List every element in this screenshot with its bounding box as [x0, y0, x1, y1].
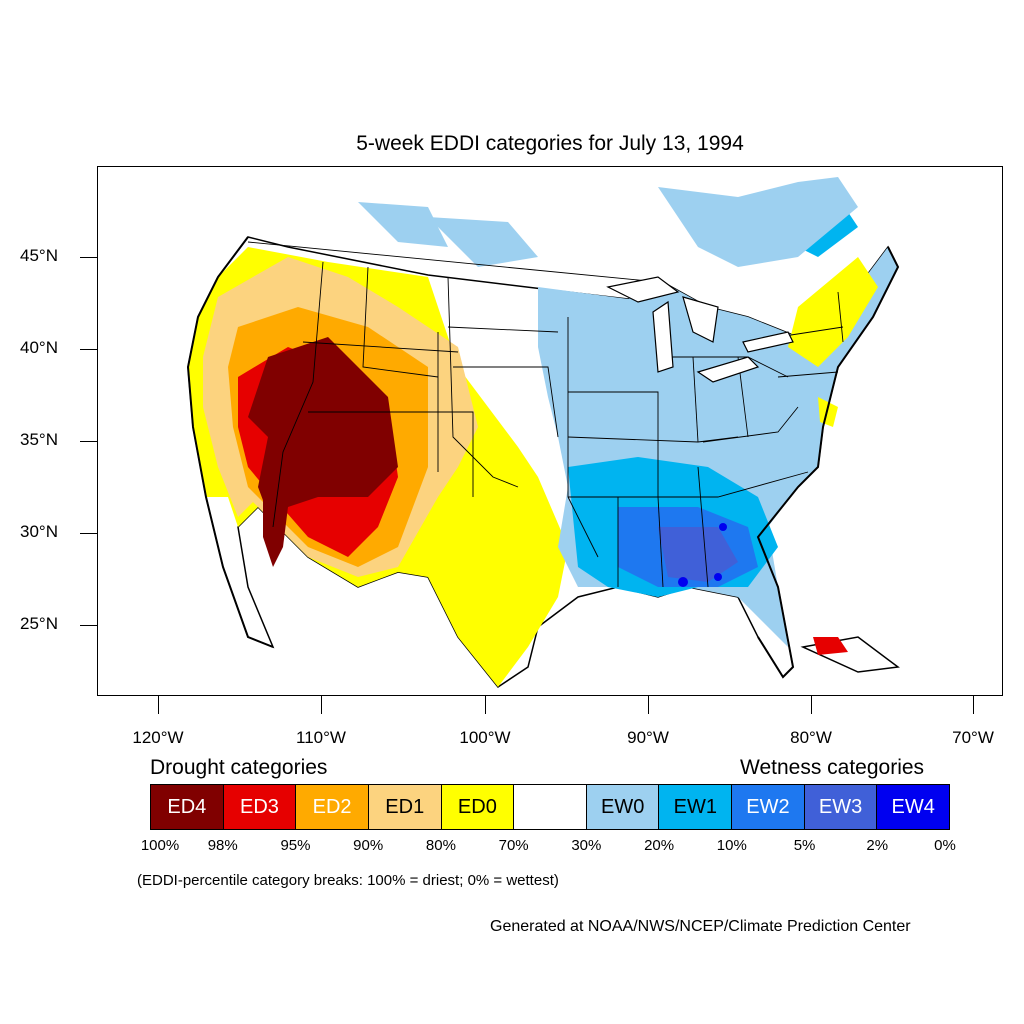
legend-colorbar: ED4 ED3 ED2 ED1 ED0 EW0 EW1 EW2 EW3 EW4 [150, 784, 950, 830]
percentile-label: 90% [353, 837, 384, 854]
great-lakes [606, 276, 794, 383]
coastline [186, 236, 900, 679]
lat-label-45: 45°N [20, 246, 58, 265]
legend-swatch-ew1: EW1 [659, 785, 733, 829]
ew0-region [658, 177, 858, 267]
lon-label-90: 90°W [627, 728, 669, 747]
legend-swatch-ed0: ED0 [441, 785, 515, 829]
percentile-label: 70% [498, 837, 529, 854]
legend-swatch-ew4: EW4 [877, 785, 950, 829]
credit-line: Generated at NOAA/NWS/NCEP/Climate Predi… [490, 918, 911, 935]
percentile-label: 5% [793, 837, 816, 854]
percentile-label: 0% [934, 837, 956, 854]
lat-tick [80, 625, 97, 626]
ed4-region [248, 337, 398, 527]
percentile-label: 80% [425, 837, 456, 854]
map-title: 5-week EDDI categories for July 13, 1994 [356, 132, 744, 155]
lon-label-120: 120°W [132, 728, 184, 747]
ew3-region [658, 527, 738, 582]
ew4-region [714, 573, 722, 581]
legend-swatch-ed3: ED3 [223, 785, 297, 829]
percentile-label: 20% [644, 837, 675, 854]
ed0-region [788, 257, 878, 367]
lon-label-110: 110°W [296, 728, 346, 747]
legend-swatch-ew0: EW0 [586, 785, 660, 829]
lon-label-70: 70°W [952, 728, 994, 747]
percentile-label: 2% [866, 837, 889, 854]
ew4-region [719, 523, 727, 531]
cuba-drought [813, 637, 848, 655]
category-note: (EDDI-percentile category breaks: 100% =… [137, 872, 559, 889]
lat-tick [80, 257, 97, 258]
lon-label-80: 80°W [790, 728, 832, 747]
lon-tick [158, 696, 159, 714]
percentile-label: 30% [571, 837, 602, 854]
lat-tick [80, 441, 97, 442]
legend-swatch-neutral [514, 785, 587, 829]
wetness-heading: Wetness categories [740, 756, 925, 779]
lon-label-100: 100°W [459, 728, 511, 747]
lat-label-25: 25°N [20, 614, 58, 633]
legend-swatch-ed4: ED4 [151, 785, 224, 829]
ew0-region [428, 217, 538, 267]
percentile-label: 95% [280, 837, 311, 854]
legend-swatch-ew2: EW2 [732, 785, 805, 829]
eddi-map [186, 177, 900, 689]
lon-tick [321, 696, 322, 714]
lon-tick [973, 696, 974, 714]
drought-heading: Drought categories [150, 756, 328, 779]
percentile-label: 98% [207, 837, 238, 854]
lon-tick [811, 696, 812, 714]
lat-label-40: 40°N [20, 338, 58, 357]
ew4-region [678, 577, 688, 587]
lat-label-30: 30°N [20, 522, 58, 541]
ed0-region [818, 397, 838, 427]
legend-swatch-ed2: ED2 [296, 785, 369, 829]
lat-label-35: 35°N [20, 430, 58, 449]
ed4-region [263, 497, 288, 567]
lon-tick [485, 696, 486, 714]
lat-tick [80, 533, 97, 534]
legend-swatch-ew3: EW3 [804, 785, 878, 829]
lon-tick [648, 696, 649, 714]
state-boundaries [247, 241, 844, 588]
legend-swatch-ed1: ED1 [368, 785, 442, 829]
map-panel [97, 166, 1003, 696]
percentile-label: 10% [716, 837, 747, 854]
ew0-region [358, 202, 448, 247]
percentile-label: 100% [140, 837, 180, 854]
lat-tick [80, 349, 97, 350]
